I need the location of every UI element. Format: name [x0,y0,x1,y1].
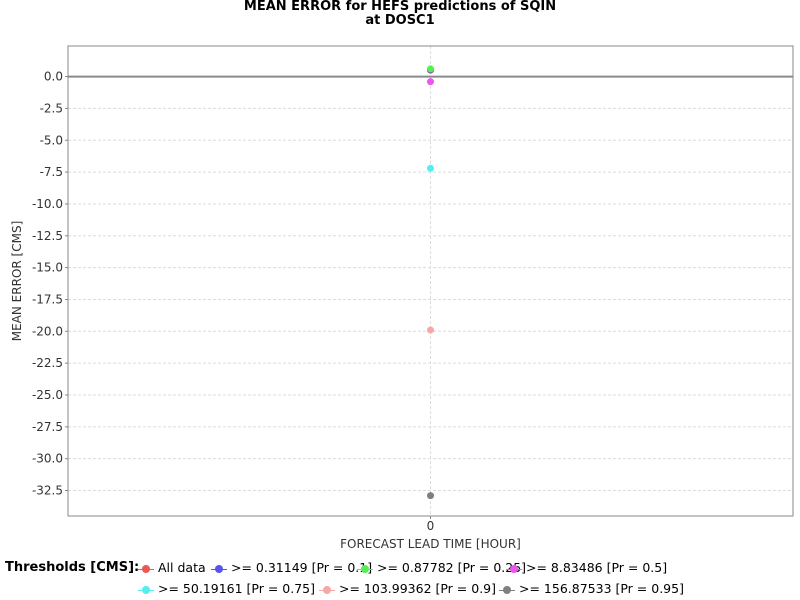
y-tick-label: -15.0 [32,261,63,275]
chart-title-line-2: at DOSC1 [365,13,435,28]
legend-label: All data [158,560,206,575]
legend-swatch [357,564,373,574]
legend-item-0: All data [138,561,206,575]
legend-label: >= 8.83486 [Pr = 0.5] [526,560,668,575]
y-tick-label: -30.0 [32,452,63,466]
y-tick-label: -2.5 [40,101,63,115]
legend-label: >= 0.31149 [Pr = 0.1] [231,560,373,575]
legend-swatch [506,564,522,574]
data-point-series-5 [427,326,434,334]
x-tick-label: 0 [427,519,435,533]
legend-swatch [138,585,154,595]
legend-item-5: >= 103.99362 [Pr = 0.9] [319,582,496,596]
chart-title-line-1: MEAN ERROR for HEFS predictions of SQIN [243,0,557,14]
y-tick-label: -27.5 [32,420,63,434]
chart-title: MEAN ERROR for HEFS predictions of SQIN … [0,0,800,28]
y-tick-label: -20.0 [32,324,63,338]
legend-item-6: >= 156.87533 [Pr = 0.95] [499,582,684,596]
legend-label: >= 156.87533 [Pr = 0.95] [519,581,684,596]
legend-swatch [138,564,154,574]
legend-label: >= 0.87782 [Pr = 0.25] [377,560,527,575]
data-point-series-2 [427,65,434,73]
y-tick-label: -22.5 [32,356,63,370]
points-layer [427,65,434,500]
legend-item-3: >= 8.83486 [Pr = 0.5] [506,561,667,575]
x-tick-labels: 0 [427,516,435,533]
y-tick-label: -25.0 [32,388,63,402]
legend-item-4: >= 50.19161 [Pr = 0.75] [138,582,315,596]
y-tick-labels: 0.0 -2.5 -5.0 -7.5 -10.0 -12.5 -15.0 -17.5 -20.0… [32,70,68,498]
y-tick-label: -12.5 [32,229,63,243]
y-tick-label: -5.0 [40,133,63,147]
y-tick-label: -7.5 [40,165,63,179]
legend-item-1: >= 0.31149 [Pr = 0.1] [211,561,372,575]
legend-label: >= 103.99362 [Pr = 0.9] [339,581,497,596]
legend-title: Thresholds [CMS]: [5,560,140,575]
y-tick-label: -32.5 [32,484,63,498]
legend-swatch [319,585,335,595]
legend-item-2: >= 0.87782 [Pr = 0.25] [357,561,526,575]
y-axis-title: MEAN ERROR [CMS] [10,221,24,342]
grid-layer [68,46,793,516]
legend-swatch [499,585,515,595]
legend-label: >= 50.19161 [Pr = 0.75] [158,581,316,596]
legend-swatch [211,564,227,574]
data-point-series-4 [427,164,434,172]
data-point-series-3 [427,78,434,86]
x-axis-title: FORECAST LEAD TIME [HOUR] [340,537,521,551]
y-tick-label: -17.5 [32,292,63,306]
y-tick-label: -10.0 [32,197,63,211]
y-tick-label: 0.0 [44,70,63,84]
data-point-series-6 [427,492,434,500]
